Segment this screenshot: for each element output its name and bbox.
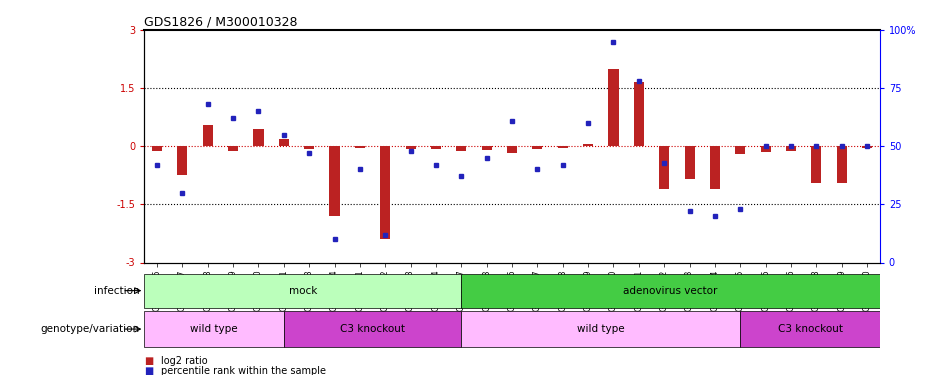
Text: ■: ■ [144, 356, 154, 366]
Text: wild type: wild type [190, 324, 237, 334]
Bar [740, 311, 880, 347]
Bar [144, 274, 462, 308]
Text: ■: ■ [144, 366, 154, 375]
Text: adenovirus vector: adenovirus vector [624, 286, 718, 296]
Bar [462, 311, 740, 347]
Text: genotype/variation: genotype/variation [41, 324, 140, 334]
Bar [507, 146, 517, 153]
Text: log2 ratio: log2 ratio [161, 356, 208, 366]
Bar [304, 146, 315, 149]
Text: infection: infection [94, 286, 140, 296]
Bar [533, 146, 543, 149]
Bar [177, 146, 187, 175]
Bar [456, 146, 466, 151]
Bar [228, 146, 238, 151]
Bar [709, 146, 720, 189]
Text: wild type: wild type [577, 324, 625, 334]
Bar [284, 311, 462, 347]
Bar [862, 146, 872, 148]
Bar [330, 146, 340, 216]
Bar [431, 146, 441, 149]
Bar [659, 146, 669, 189]
Bar [786, 146, 796, 151]
Bar [481, 146, 492, 150]
Bar [253, 129, 263, 146]
Bar [837, 146, 847, 183]
Text: C3 knockout: C3 knockout [340, 324, 405, 334]
Bar [609, 69, 618, 146]
Bar [278, 139, 289, 146]
Bar [684, 146, 695, 179]
Text: GDS1826 / M300010328: GDS1826 / M300010328 [144, 16, 298, 29]
Bar [811, 146, 821, 183]
Bar [462, 274, 880, 308]
Bar [761, 146, 771, 152]
Bar [634, 82, 644, 146]
Bar [583, 144, 593, 146]
Text: percentile rank within the sample: percentile rank within the sample [161, 366, 326, 375]
Bar [152, 146, 162, 151]
Bar [558, 146, 568, 148]
Bar [144, 311, 284, 347]
Bar [380, 146, 390, 239]
Text: mock: mock [289, 286, 317, 296]
Bar [203, 125, 213, 146]
Text: C3 knockout: C3 knockout [777, 324, 843, 334]
Bar [406, 146, 415, 148]
Bar [355, 146, 365, 148]
Bar [735, 146, 746, 154]
